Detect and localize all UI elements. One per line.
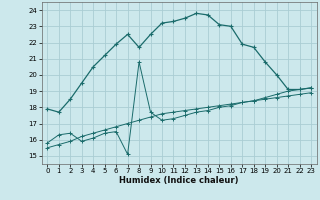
X-axis label: Humidex (Indice chaleur): Humidex (Indice chaleur) — [119, 176, 239, 185]
